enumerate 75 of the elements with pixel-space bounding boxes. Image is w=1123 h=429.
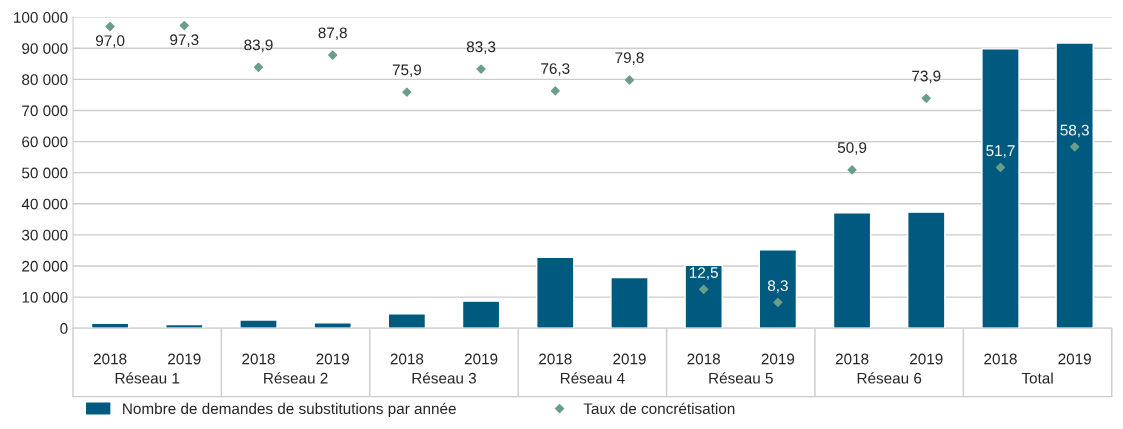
text: Réseau 5 (709, 372, 773, 384)
data-label: 12,5 (689, 267, 718, 280)
x-tick-label: 2018 (242, 353, 275, 365)
bar (684, 264, 723, 329)
point (179, 20, 189, 31)
y-tick-label: 50 000 (22, 167, 68, 179)
y-tick-label: 80 000 (22, 74, 68, 86)
data-label: 97,3 (170, 34, 199, 47)
point (253, 62, 264, 72)
point (476, 64, 486, 74)
bar (461, 300, 501, 329)
x-tick-label: 2019 (910, 353, 943, 365)
point (105, 21, 115, 32)
x-tick-label: 2018 (539, 353, 572, 365)
y-tick-label: 60 000 (22, 136, 68, 148)
text: Réseau 4 (560, 372, 625, 384)
data-label: 51,7 (986, 145, 1015, 158)
data-label: 75,9 (392, 64, 422, 78)
data-label: 50,9 (837, 142, 867, 155)
y-tick-label: 90 000 (22, 43, 68, 54)
point (847, 165, 857, 175)
point (921, 93, 931, 103)
x-tick-label: 2018 (687, 353, 721, 365)
legend-label: Nombre de demandes de substitutions par année (123, 402, 456, 418)
x-tick-label: 2019 (316, 353, 349, 365)
point (550, 86, 560, 96)
data-label: 83,9 (244, 39, 273, 53)
x-tick-label: 2018 (390, 353, 424, 365)
bar (536, 256, 575, 329)
data-label: 83,3 (466, 41, 496, 54)
bar (387, 313, 427, 329)
bar (907, 211, 946, 329)
x-tick-label: 2019 (1058, 353, 1091, 365)
text: Total (1021, 372, 1053, 384)
bar (610, 276, 649, 329)
y-tick-label: 40 000 (21, 198, 68, 210)
text: Réseau 2 (264, 372, 328, 384)
x-tick-label: 2018 (93, 353, 127, 365)
x-tick-label: 2019 (168, 353, 201, 365)
data-label: 79,8 (615, 52, 644, 65)
bar (981, 48, 1020, 329)
point (402, 87, 412, 97)
bar (758, 249, 798, 329)
data-label: 58,3 (1060, 124, 1089, 138)
point (699, 284, 709, 294)
y-tick-label: 100 000 (14, 12, 68, 23)
data-label: 8,3 (767, 280, 788, 293)
legend-label: Taux de concrétisation (583, 402, 735, 415)
text: Réseau 6 (857, 372, 922, 384)
x-tick-label: 2018 (835, 353, 869, 365)
x-tick-label: 2018 (984, 353, 1017, 365)
y-tick-label: 0 (60, 323, 68, 334)
bar (313, 322, 352, 329)
point (995, 162, 1006, 173)
y-tick-label: 30 000 (21, 229, 68, 241)
data-label: 73,9 (912, 70, 941, 84)
y-tick-label: 20 000 (22, 260, 68, 272)
bar (239, 319, 278, 329)
data-label: 76,3 (541, 63, 570, 76)
y-tick-label: 70 000 (22, 105, 68, 117)
data-label: 87,8 (318, 27, 347, 40)
point (624, 75, 635, 85)
point (328, 50, 338, 60)
bar (832, 212, 872, 329)
text: Réseau 1 (115, 372, 180, 384)
bar (165, 323, 204, 329)
data-label: 97,0 (95, 35, 125, 48)
point (773, 297, 783, 307)
text: Réseau 3 (412, 372, 477, 384)
bar (1055, 42, 1094, 329)
x-tick-label: 2019 (464, 353, 498, 365)
point (1070, 142, 1080, 152)
x-tick-label: 2019 (613, 353, 646, 365)
y-tick-label: 10 000 (22, 291, 68, 303)
x-tick-label: 2019 (761, 353, 795, 365)
